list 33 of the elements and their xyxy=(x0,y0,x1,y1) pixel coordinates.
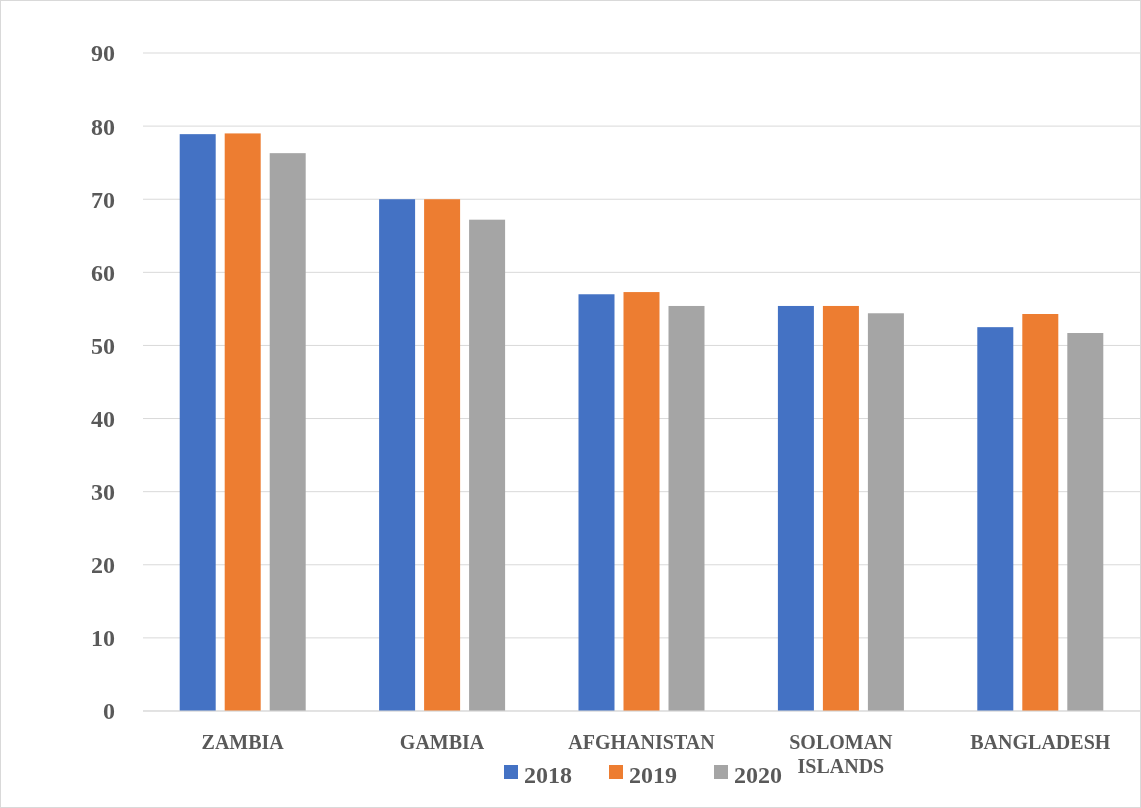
bar xyxy=(424,199,461,711)
bar xyxy=(578,294,615,711)
legend-label: 2020 xyxy=(734,762,782,789)
y-tick-label: 40 xyxy=(91,405,115,432)
bar xyxy=(977,327,1014,711)
bar xyxy=(1067,333,1104,711)
x-tick-label: BANGLADESH xyxy=(970,731,1111,753)
y-tick-label: 70 xyxy=(91,186,115,213)
x-tick-label: AFGHANISTAN xyxy=(568,731,716,753)
legend-label: 2018 xyxy=(524,762,572,789)
bar xyxy=(668,305,705,711)
bar xyxy=(867,313,904,711)
y-tick-label: 50 xyxy=(91,332,115,359)
bar xyxy=(623,292,660,711)
y-tick-label: 0 xyxy=(103,698,115,725)
y-tick-label: 90 xyxy=(91,40,115,67)
bar xyxy=(224,133,261,711)
bar xyxy=(379,199,416,711)
y-tick-label: 30 xyxy=(91,479,115,506)
bar xyxy=(822,305,859,711)
bar xyxy=(269,153,306,711)
y-tick-label: 60 xyxy=(91,259,115,286)
x-tick-label: ZAMBIA xyxy=(201,731,285,753)
legend-label: 2019 xyxy=(629,762,677,789)
bar xyxy=(179,134,216,711)
y-tick-label: 20 xyxy=(91,552,115,579)
y-tick-label: 80 xyxy=(91,113,115,140)
y-tick-label: 10 xyxy=(91,625,115,652)
x-tick-label: SOLOMAN ISLANDS xyxy=(789,731,894,777)
bar xyxy=(469,219,506,711)
x-tick-label: GAMBIA xyxy=(399,731,485,753)
bar xyxy=(1022,314,1059,711)
bar xyxy=(777,305,814,711)
